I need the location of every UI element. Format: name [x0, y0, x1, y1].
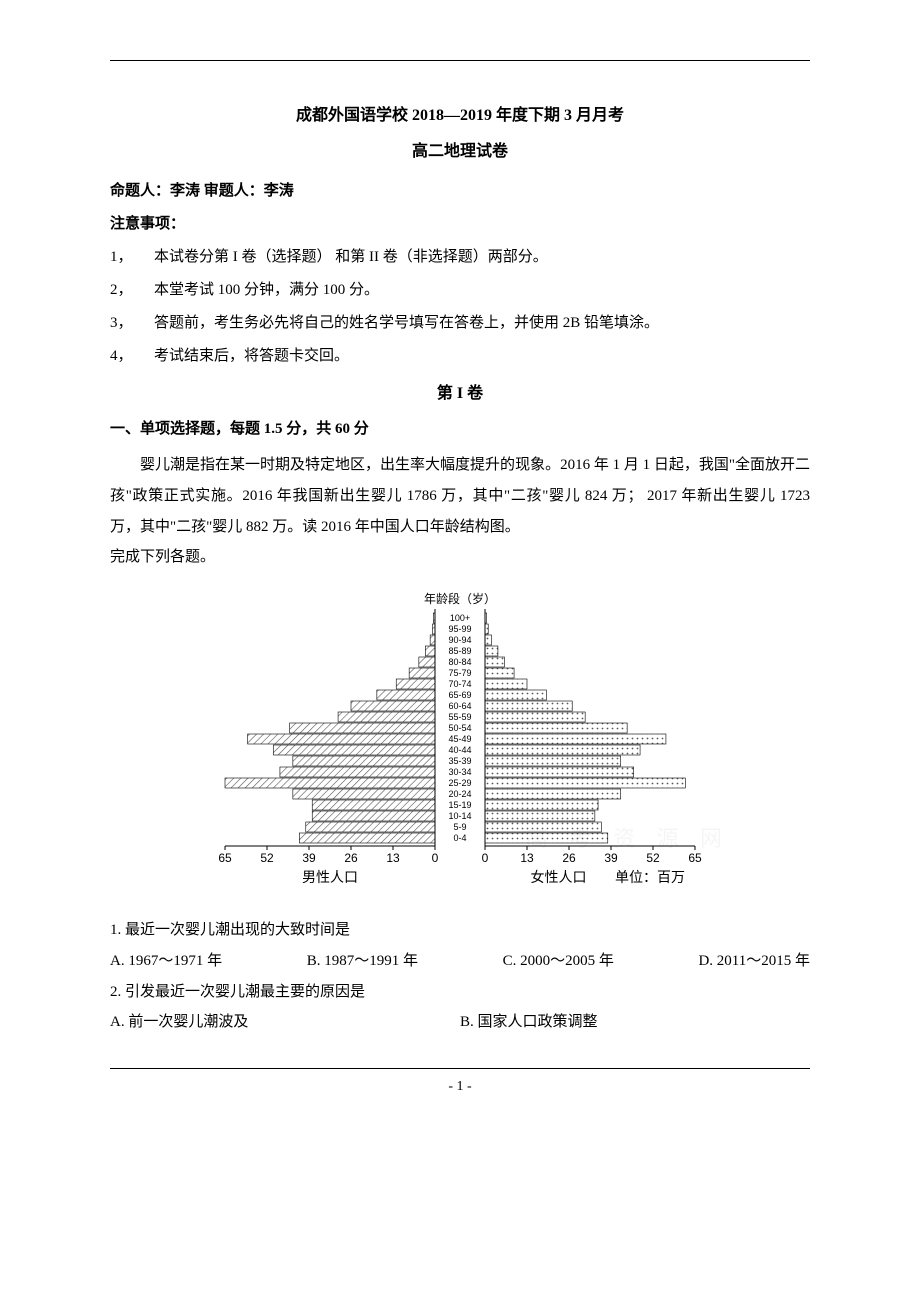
- part-heading: 第 I 卷: [110, 379, 810, 403]
- doc-title-1: 成都外国语学校 2018—2019 年度下期 3 月月考: [110, 101, 810, 125]
- svg-text:30-34: 30-34: [448, 767, 471, 777]
- svg-text:39: 39: [302, 851, 316, 865]
- svg-text:26: 26: [344, 851, 358, 865]
- population-pyramid-wrap: 年龄段（岁） 100+95-9990-9485-8980-8475-7970-74…: [110, 591, 810, 901]
- svg-text:10-14: 10-14: [448, 811, 471, 821]
- svg-text:100+: 100+: [450, 613, 470, 623]
- svg-text:60-64: 60-64: [448, 701, 471, 711]
- question-1-stem: 1. 最近一次婴儿潮出现的大致时间是: [110, 915, 810, 946]
- svg-text:70-74: 70-74: [448, 679, 471, 689]
- svg-text:0: 0: [482, 851, 489, 865]
- passage-p1: 婴儿潮是指在某一时期及特定地区，出生率大幅度提升的现象。2016 年 1 月 1…: [110, 450, 810, 542]
- svg-text:年龄段（岁）: 年龄段（岁）: [424, 591, 496, 606]
- svg-text:25-29: 25-29: [448, 778, 471, 788]
- svg-text:55-59: 55-59: [448, 712, 471, 722]
- svg-text:13: 13: [520, 851, 534, 865]
- doc-title-2: 高二地理试卷: [110, 137, 810, 161]
- section-heading: 一、单项选择题，每题 1.5 分，共 60 分: [110, 417, 810, 438]
- q2-opt-a: A. 前一次婴儿潮波及: [110, 1007, 460, 1038]
- population-pyramid: 年龄段（岁） 100+95-9990-9485-8980-8475-7970-74…: [180, 591, 740, 901]
- svg-text:0-4: 0-4: [453, 833, 466, 843]
- svg-text:39: 39: [604, 851, 618, 865]
- q1-opt-d: D. 2011～2015 年: [698, 946, 810, 977]
- q1-opt-a: A. 1967～1971 年: [110, 946, 222, 977]
- svg-text:80-84: 80-84: [448, 657, 471, 667]
- top-rule: [110, 60, 810, 61]
- svg-text:45-49: 45-49: [448, 734, 471, 744]
- notice-list: 1，本试卷分第 I 卷（选择题） 和第 II 卷（非选择题）两部分。 2，本堂考试…: [110, 245, 810, 365]
- svg-text:52: 52: [260, 851, 274, 865]
- bottom-rule: [110, 1068, 810, 1069]
- passage-p2: 完成下列各题。: [110, 542, 810, 573]
- svg-text:35-39: 35-39: [448, 756, 471, 766]
- svg-text:52: 52: [646, 851, 660, 865]
- notice-item: 1，本试卷分第 I 卷（选择题） 和第 II 卷（非选择题）两部分。: [110, 245, 810, 266]
- svg-text:65: 65: [218, 851, 232, 865]
- question-2-stem: 2. 引发最近一次婴儿潮最主要的原因是: [110, 977, 810, 1008]
- svg-text:75-79: 75-79: [448, 668, 471, 678]
- svg-text:85-89: 85-89: [448, 646, 471, 656]
- svg-text:20-24: 20-24: [448, 789, 471, 799]
- q1-opt-c: C. 2000～2005 年: [503, 946, 614, 977]
- svg-text:男性人口: 男性人口: [302, 870, 358, 886]
- svg-text:40-44: 40-44: [448, 745, 471, 755]
- question-1-options: A. 1967～1971 年 B. 1987～1991 年 C. 2000～20…: [110, 946, 810, 977]
- svg-text:95-99: 95-99: [448, 624, 471, 634]
- notice-heading: 注意事项：: [110, 212, 810, 233]
- svg-text:65-69: 65-69: [448, 690, 471, 700]
- svg-text:5-9: 5-9: [453, 822, 466, 832]
- svg-text:女性人口: 女性人口: [531, 869, 587, 886]
- question-2-options: A. 前一次婴儿潮波及 B. 国家人口政策调整: [110, 1007, 810, 1038]
- svg-text:90-94: 90-94: [448, 635, 471, 645]
- q1-opt-b: B. 1987～1991 年: [307, 946, 418, 977]
- svg-text:15-19: 15-19: [448, 800, 471, 810]
- author-line: 命题人：李涛 审题人：李涛: [110, 179, 810, 200]
- notice-item: 4，考试结束后，将答题卡交回。: [110, 344, 810, 365]
- notice-item: 3，答题前，考生务必先将自己的姓名学号填写在答卷上，并使用 2B 铅笔填涂。: [110, 311, 810, 332]
- svg-text:0: 0: [432, 851, 439, 865]
- q2-opt-b: B. 国家人口政策调整: [460, 1007, 810, 1038]
- svg-text:13: 13: [386, 851, 400, 865]
- svg-text:50-54: 50-54: [448, 723, 471, 733]
- page-number: - 1 -: [110, 1079, 810, 1095]
- svg-text:单位：百万: 单位：百万: [615, 870, 685, 886]
- svg-text:65: 65: [688, 851, 702, 865]
- svg-text:26: 26: [562, 851, 576, 865]
- notice-item: 2，本堂考试 100 分钟，满分 100 分。: [110, 278, 810, 299]
